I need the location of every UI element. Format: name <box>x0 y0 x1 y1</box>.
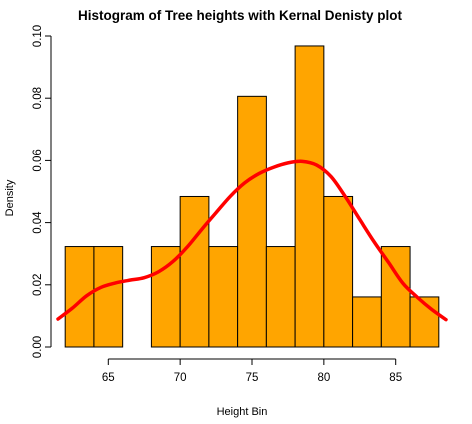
y-tick-label: 0.10 <box>32 25 44 47</box>
x-tick-label: 85 <box>389 372 402 384</box>
histogram-bar <box>150 246 181 348</box>
x-tick-label: 65 <box>102 372 115 384</box>
y-tick-label: 0.06 <box>32 149 44 171</box>
x-tick-label: 70 <box>174 372 187 384</box>
y-tick-label: 0.00 <box>32 336 44 358</box>
histogram-bar <box>179 195 210 348</box>
y-tick-label: 0.02 <box>32 274 44 296</box>
x-axis: 65 70 75 80 85 <box>102 358 402 384</box>
histogram-bar <box>237 95 267 348</box>
histogram-bar <box>208 246 239 348</box>
histogram-bar <box>64 246 95 348</box>
y-tick-label: 0.04 <box>32 211 44 234</box>
bars-group <box>64 45 440 348</box>
histogram-bar <box>380 246 411 348</box>
histogram-bar <box>352 296 382 348</box>
chart-title: Histogram of Tree heights with Kernal De… <box>78 8 403 23</box>
y-axis-label: Density <box>4 179 16 216</box>
y-axis: 0.00 0.02 0.04 0.06 0.08 0.10 <box>32 25 52 358</box>
histogram-bar <box>93 246 124 348</box>
histogram-bar <box>294 45 325 348</box>
y-tick-label: 0.08 <box>32 87 44 109</box>
x-axis-label: Height Bin <box>217 406 268 418</box>
histogram-bar <box>265 246 296 348</box>
histogram-bar <box>323 195 354 348</box>
density-curve <box>56 159 448 322</box>
x-tick-label: 80 <box>317 372 330 384</box>
x-tick-label: 75 <box>246 372 259 384</box>
